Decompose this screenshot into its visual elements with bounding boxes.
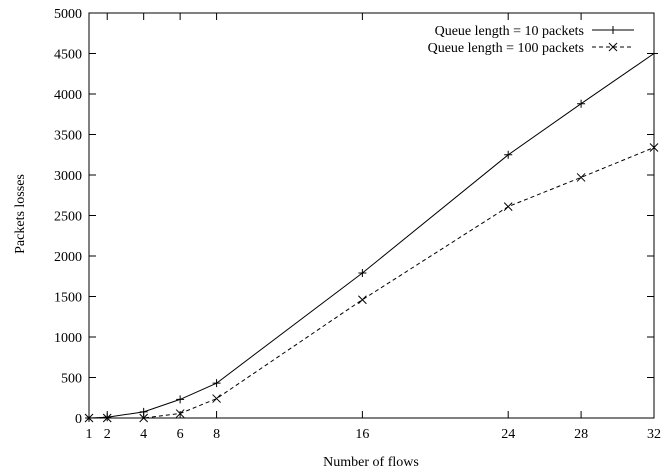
- series-2-point: [358, 295, 367, 305]
- x-tick-label: 32: [647, 427, 661, 442]
- series-2-point: [576, 173, 586, 182]
- series-1-point: [103, 413, 112, 422]
- x-axis: 1 2 4 6 8 16 24 28 32: [86, 13, 661, 442]
- y-tick-label: 500: [61, 372, 82, 387]
- series-1: [85, 49, 658, 422]
- series-1-point: [504, 150, 513, 159]
- series-1-point: [358, 269, 367, 278]
- legend: Queue length = 10 packets Queue length = …: [428, 24, 634, 56]
- series-2: [84, 143, 659, 423]
- legend-label-2: Queue length = 100 packets: [428, 41, 584, 56]
- series-2-point: [139, 413, 149, 423]
- y-tick-label: 1500: [54, 291, 82, 306]
- x-tick-label: 1: [86, 427, 93, 442]
- legend-marker-1: [609, 26, 617, 34]
- x-tick-label: 8: [213, 427, 220, 442]
- plot-frame: [88, 12, 655, 419]
- y-tick-label: 3000: [54, 169, 82, 184]
- y-tick-label: 1000: [54, 331, 82, 346]
- series-2-point: [175, 409, 185, 418]
- x-tick-label: 4: [140, 427, 147, 442]
- x-tick-label: 16: [355, 427, 369, 442]
- x-tick-label: 2: [104, 427, 111, 442]
- plot-border: [88, 12, 655, 419]
- y-tick-label: 5000: [54, 7, 82, 22]
- series-1-point: [176, 395, 185, 404]
- series-2-point: [212, 394, 221, 403]
- series-1-point: [650, 49, 658, 58]
- y-axis: 0 500 1000 1500 2000 2500 3000 3500 4000 4500 5000: [54, 7, 654, 427]
- y-tick-label: 0: [75, 412, 82, 427]
- series-2-line: [89, 147, 655, 419]
- y-tick-label: 4000: [54, 88, 82, 103]
- series-2-point: [649, 143, 659, 152]
- series-1-line: [88, 53, 655, 419]
- series-1-point: [212, 379, 221, 388]
- series-1-point: [577, 99, 586, 108]
- y-tick-label: 2500: [54, 210, 82, 225]
- y-tick-label: 3500: [54, 129, 82, 144]
- x-axis-title: Number of flows: [323, 455, 419, 470]
- series-2-point: [102, 413, 112, 423]
- series-1-point: [139, 407, 148, 416]
- y-axis-title: Packets losses: [13, 174, 28, 254]
- legend-label-1: Queue length = 10 packets: [435, 24, 584, 39]
- x-tick-label: 28: [574, 427, 588, 442]
- series-2-point: [84, 413, 94, 423]
- legend-marker-2: [608, 42, 618, 52]
- series-2-point: [503, 202, 513, 211]
- x-tick-label: 6: [177, 427, 184, 442]
- y-tick-label: 2000: [54, 250, 82, 265]
- y-tick-label: 4500: [54, 48, 82, 63]
- series-layer: [84, 49, 659, 423]
- x-tick-label: 24: [501, 427, 515, 442]
